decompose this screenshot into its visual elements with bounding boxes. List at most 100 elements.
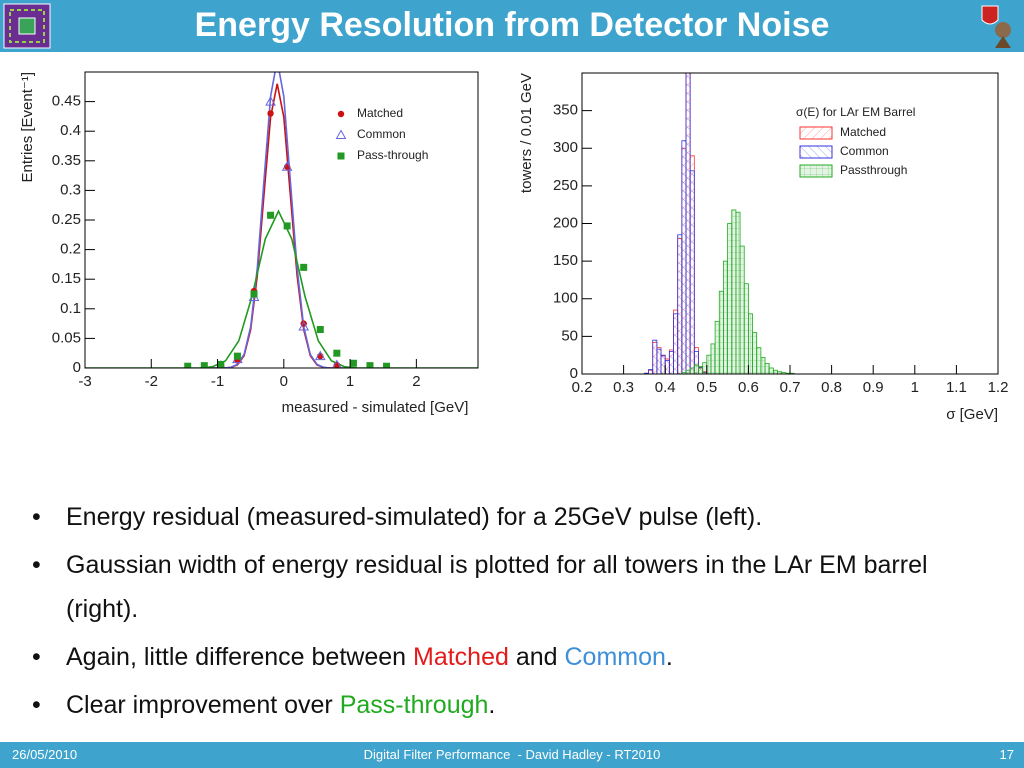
histogram-bar	[710, 343, 716, 374]
y-tick-label: 200	[553, 214, 578, 231]
slide-title: Energy Resolution from Detector Noise	[194, 6, 830, 44]
histogram-bar	[685, 73, 691, 374]
histogram-bar	[668, 351, 674, 374]
y-tick-label: 0	[73, 359, 81, 376]
histogram-bar	[656, 348, 662, 374]
bullet-text: Clear improvement over	[66, 691, 340, 719]
data-point	[200, 362, 208, 368]
histogram-bar	[748, 313, 753, 374]
charts: -3 -2 -1 0 1 2 0 0.05 0.1 0.15 0.2 0.25 0.3 0.35 0.4 0.…	[3, 3, 1020, 423]
bullet-text: Gaussian width of energy residual is plo…	[66, 551, 928, 623]
y-tick-label: 350	[553, 102, 578, 119]
histogram-bar	[664, 360, 670, 374]
x-tick-label: -2	[145, 373, 158, 390]
legend-label: Common	[357, 127, 406, 141]
x-axis-title: measured - simulated [GeV]	[282, 399, 469, 416]
data-point	[233, 352, 241, 360]
fit-curve	[210, 72, 344, 368]
histogram-bar	[735, 211, 741, 374]
histogram-bar	[673, 313, 679, 374]
highlight-common: Common	[564, 643, 666, 671]
histogram-bar	[743, 283, 749, 374]
x-tick-label: 0.5	[696, 379, 717, 396]
right-logo	[976, 3, 1020, 49]
data-point	[332, 359, 342, 368]
footer-page: 17	[999, 747, 1014, 762]
histogram-bar	[718, 290, 724, 374]
bullet: Again, little difference between Matched…	[32, 635, 966, 679]
bullet-list: Energy residual (measured-simulated) for…	[30, 495, 966, 731]
y-tick-label: 0.2	[60, 241, 81, 258]
bullet: Gaussian width of energy residual is plo…	[32, 543, 966, 631]
data-point	[267, 110, 274, 117]
histogram-bar	[768, 367, 774, 374]
data-point	[250, 290, 258, 298]
y-tick-label: 100	[553, 290, 578, 307]
left-logo	[3, 3, 51, 49]
bullet-text: Energy residual (measured-simulated) for…	[66, 503, 763, 531]
histogram-bar	[723, 260, 729, 374]
data-point	[316, 326, 324, 334]
bullet-text: Again, little difference between	[66, 643, 413, 671]
x-tick-label: 0.9	[863, 379, 884, 396]
x-tick-label: 0.3	[613, 379, 634, 396]
footer-date: 26/05/2010	[12, 747, 78, 762]
histogram-bar	[706, 354, 712, 374]
legend-marker	[337, 110, 345, 118]
histogram-bar	[764, 363, 770, 374]
histogram-bar	[689, 367, 695, 374]
x-tick-label: 1.2	[988, 379, 1009, 396]
x-axis-title: σ [GeV]	[946, 406, 998, 423]
x-tick-label: 0.6	[738, 379, 759, 396]
data-point	[333, 349, 341, 357]
legend-label: Passthrough	[840, 163, 907, 177]
bullet-text: and	[508, 643, 565, 671]
data-point	[300, 263, 308, 271]
y-tick-label: 50	[561, 327, 578, 344]
legend-swatch	[799, 145, 833, 159]
plot-frame	[581, 72, 999, 375]
plot-frame	[84, 71, 479, 369]
y-tick-label: 150	[553, 252, 578, 269]
y-tick-label: 0.45	[52, 93, 81, 110]
data-point	[281, 161, 293, 171]
histogram-bar	[685, 369, 691, 374]
data-point	[217, 360, 225, 368]
plot-area	[85, 72, 478, 368]
histogram-bar	[689, 170, 695, 374]
y-tick-label: 0	[570, 365, 578, 382]
title-bar: Energy Resolution from Detector Noise	[0, 0, 1024, 52]
y-tick-label: 0.4	[60, 122, 81, 139]
legend-swatch	[799, 126, 833, 140]
bullet: Clear improvement over Pass-through.	[32, 683, 966, 727]
x-tick-label: 1	[911, 379, 919, 396]
legend-label: Matched	[840, 125, 886, 139]
histogram-bar	[660, 354, 666, 374]
histogram-bar	[714, 320, 720, 374]
histogram-bar	[702, 362, 708, 374]
data-point	[298, 321, 310, 331]
plot-area	[644, 73, 795, 374]
x-tick-label: 0	[280, 373, 288, 390]
y-tick-label: 0.25	[52, 211, 81, 228]
data-point	[383, 362, 391, 368]
data-point	[366, 362, 374, 368]
y-axis-title: towers / 0.01 GeV	[518, 73, 535, 193]
histogram-bar	[739, 245, 745, 374]
data-point	[283, 222, 291, 230]
histogram-bar	[681, 140, 687, 374]
x-tick-label: 0.2	[572, 379, 593, 396]
x-tick-label: -3	[78, 373, 91, 390]
x-tick-label: 1.1	[946, 379, 967, 396]
x-tick-label: -1	[211, 373, 224, 390]
legend-label: Pass-through	[357, 148, 428, 162]
histogram-bar	[698, 366, 704, 374]
fit-curve	[85, 209, 478, 368]
legend-label: Common	[840, 144, 889, 158]
y-axis-title: Entries [Event⁻¹]	[19, 72, 36, 182]
histogram-bar	[693, 364, 699, 374]
histogram-bar	[760, 357, 766, 374]
histogram-bar	[772, 369, 778, 374]
legend-marker	[337, 152, 345, 160]
